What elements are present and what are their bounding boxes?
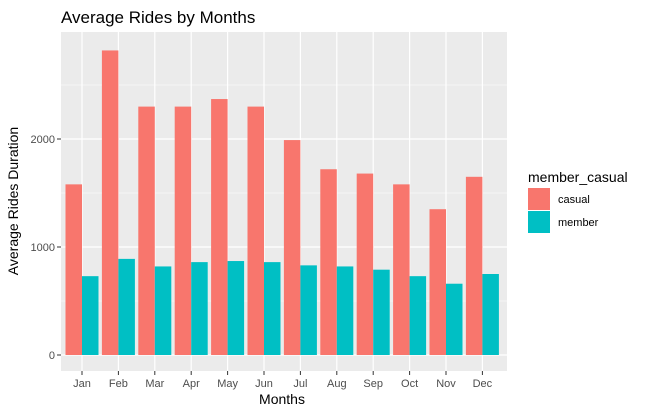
bar-casual-dec <box>465 176 483 355</box>
bar-casual-mar <box>138 106 155 355</box>
y-tick-label: 1000 <box>31 242 55 254</box>
x-axis-ticks: Jan Feb Mar Apr May Jun Jul Aug Sep Oct Nov Dec <box>73 371 493 390</box>
bar-member-jan <box>82 276 99 355</box>
y-tick-label: 0 <box>49 350 55 362</box>
bar-casual-nov <box>429 209 446 355</box>
legend-label-casual: casual <box>558 194 590 206</box>
bar-member-nov <box>446 283 463 355</box>
legend-label-member: member <box>558 217 599 229</box>
bar-member-oct <box>409 276 427 355</box>
bar-member-jun <box>264 262 281 355</box>
bar-casual-sep <box>356 173 374 355</box>
x-tick-label: Nov <box>436 378 456 390</box>
legend-key-member <box>528 211 550 233</box>
x-tick-label: Dec <box>473 378 493 390</box>
bar-member-mar <box>154 266 172 355</box>
bar-casual-may <box>211 99 228 355</box>
bar-member-may <box>227 261 245 355</box>
bar-member-feb <box>118 258 135 355</box>
bar-member-dec <box>482 274 499 355</box>
x-tick-label: Mar <box>145 378 164 390</box>
bar-casual-aug <box>320 169 337 355</box>
chart-title: Average Rides by Months <box>61 8 255 27</box>
x-tick-label: Feb <box>109 378 128 390</box>
bar-casual-jan <box>65 184 82 355</box>
bar-casual-oct <box>393 184 410 355</box>
bar-casual-apr <box>174 106 192 355</box>
x-axis-title: Months <box>259 391 305 407</box>
bar-member-aug <box>336 266 354 355</box>
x-tick-label: Sep <box>363 378 383 390</box>
x-tick-label: May <box>217 378 238 390</box>
x-tick-label: Jun <box>255 378 273 390</box>
y-axis-title: Average Rides Duration <box>5 127 21 275</box>
x-tick-label: Jul <box>293 378 307 390</box>
bar-casual-jun <box>247 106 264 355</box>
bar-member-apr <box>191 262 208 355</box>
bar-casual-jul <box>283 140 301 355</box>
y-tick-label: 2000 <box>31 134 55 146</box>
x-tick-label: Oct <box>401 378 418 390</box>
y-axis-ticks: 0 1000 2000 <box>31 134 61 362</box>
bar-member-sep <box>373 269 390 355</box>
x-tick-label: Jan <box>73 378 91 390</box>
legend: member_casual casual member <box>528 169 628 233</box>
legend-key-casual <box>528 188 550 210</box>
x-tick-label: Aug <box>327 378 347 390</box>
x-tick-label: Apr <box>183 378 200 390</box>
bar-casual-feb <box>101 50 119 355</box>
legend-title: member_casual <box>528 169 628 185</box>
bars <box>65 50 499 355</box>
bar-member-jul <box>300 265 317 355</box>
